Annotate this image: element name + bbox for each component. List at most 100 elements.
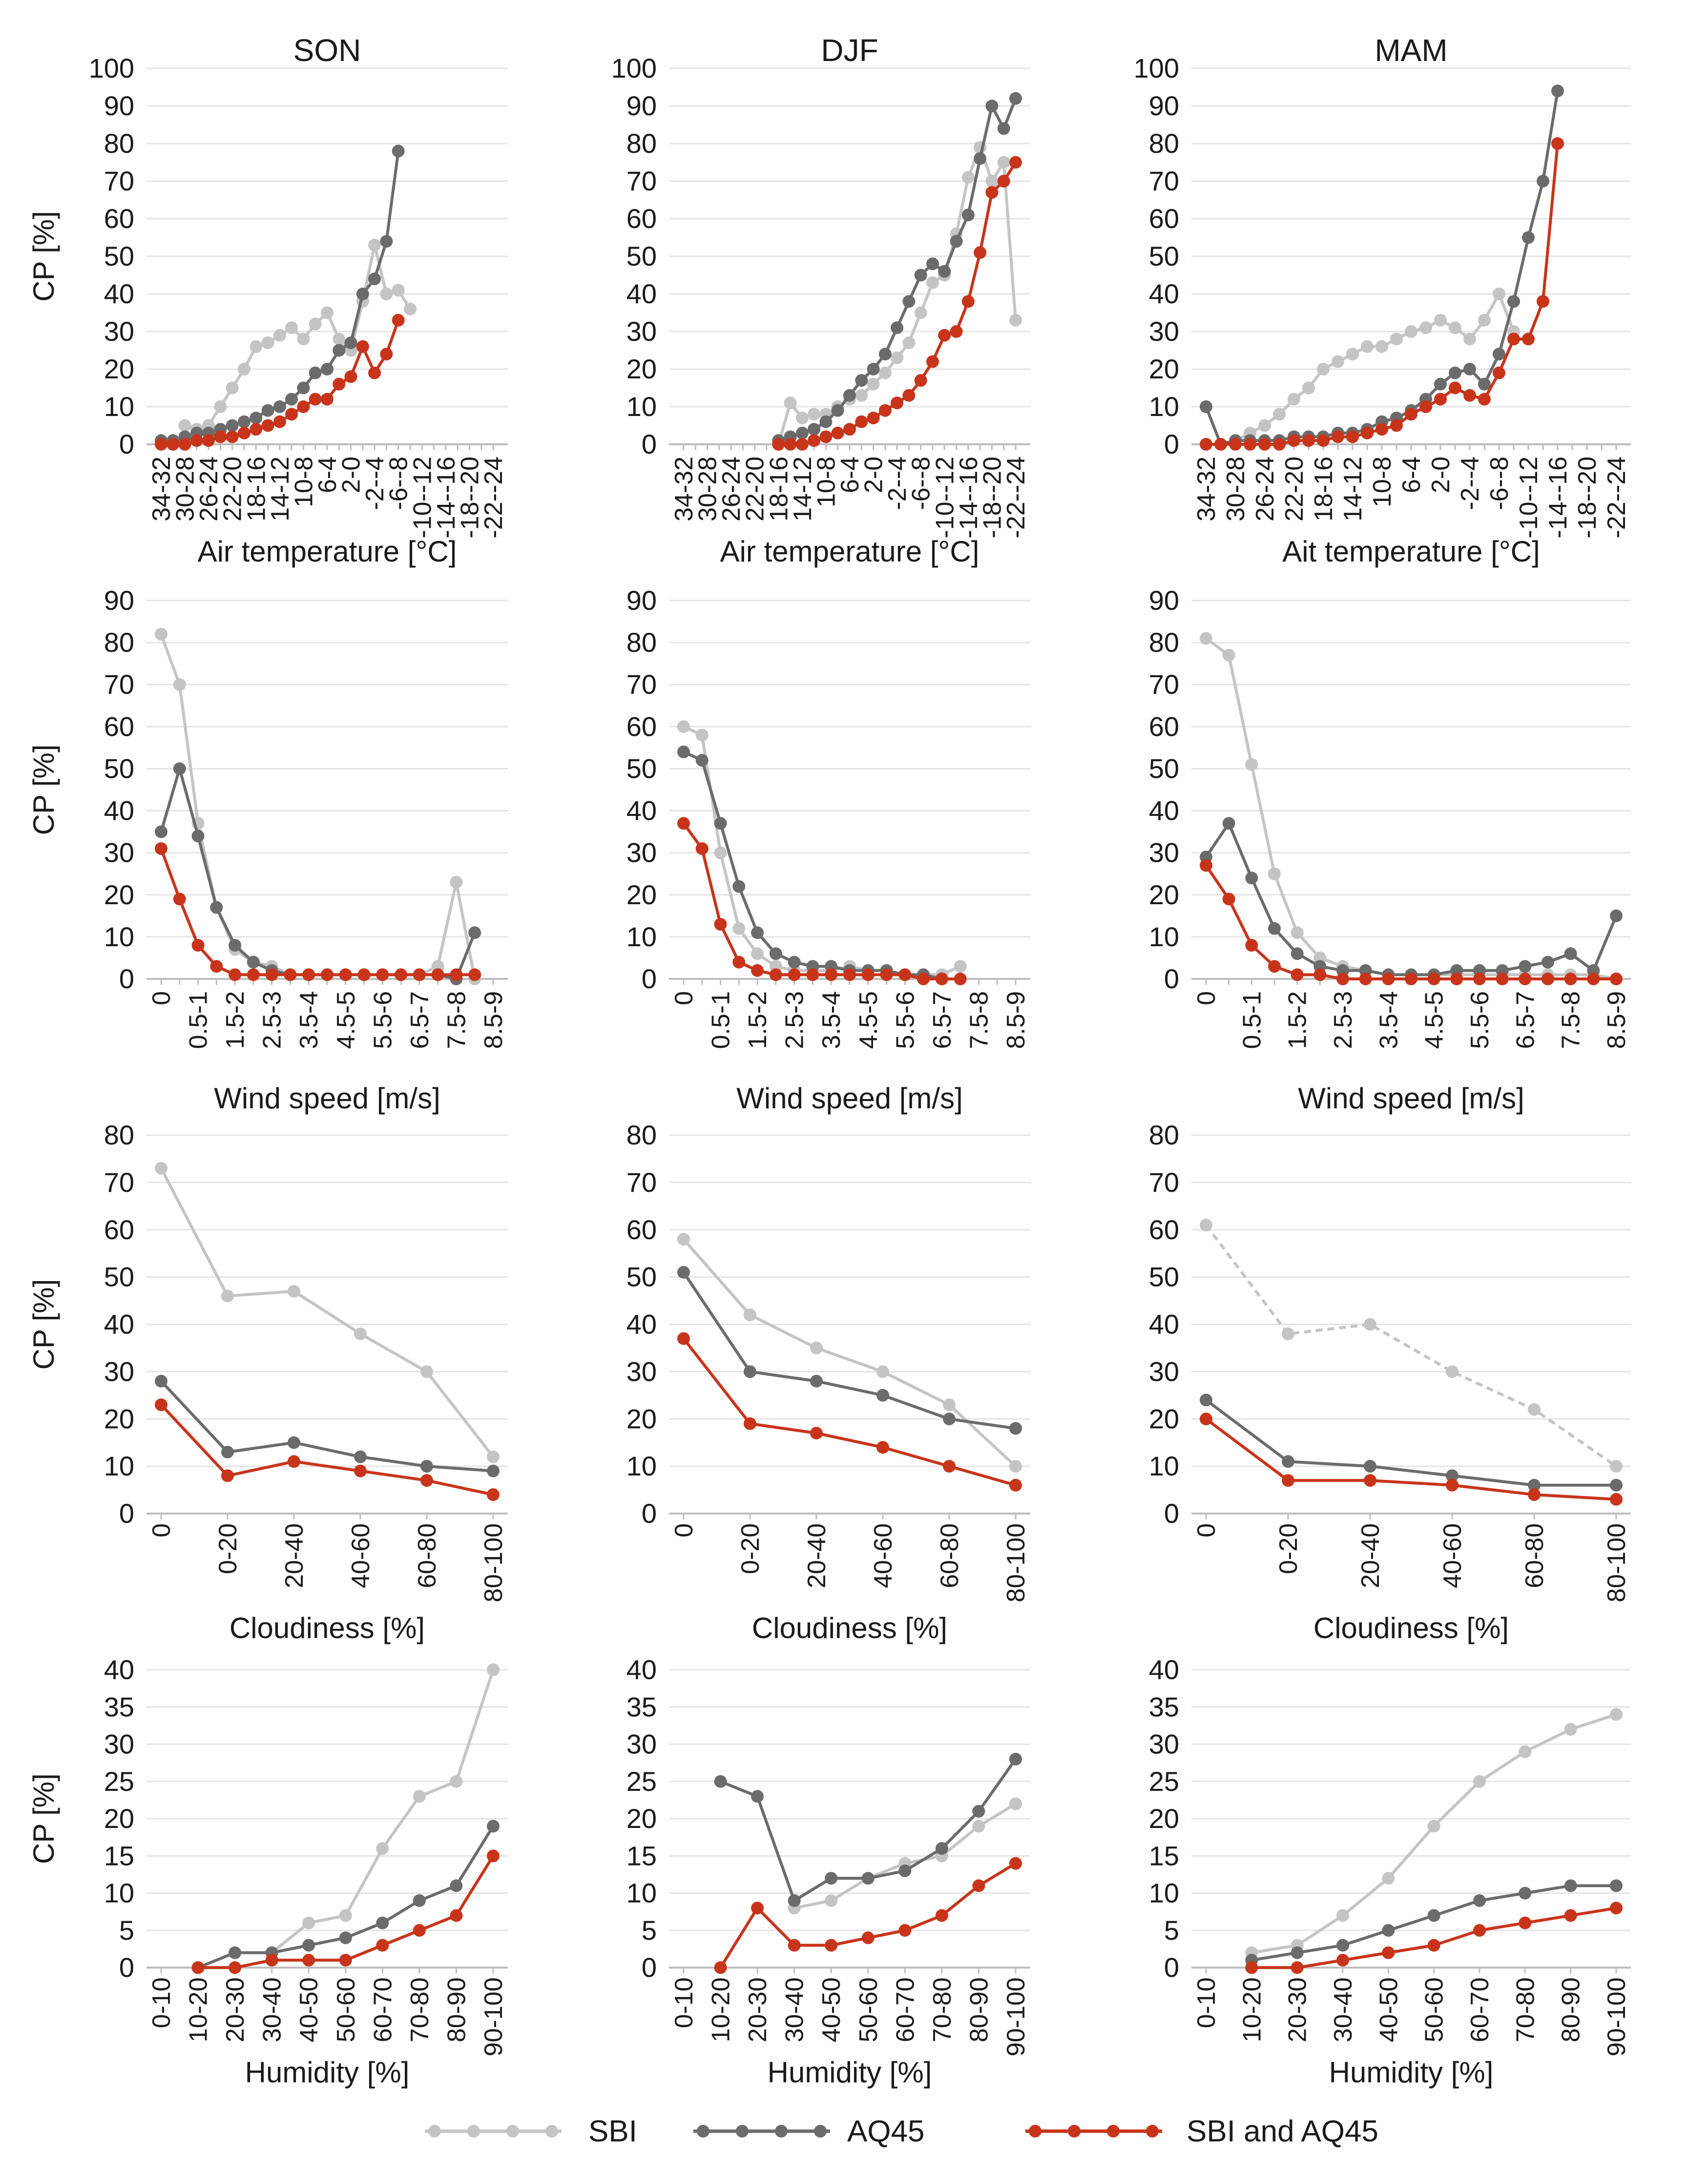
x-tick-label: 50-60 — [1420, 1977, 1449, 2042]
y-tick-label: 20 — [1149, 1803, 1179, 1834]
y-tick-label: 0 — [119, 1498, 134, 1529]
x-tick-label: 70-80 — [1511, 1977, 1540, 2042]
legend-marker-sbi — [506, 2125, 519, 2138]
y-tick-label: 70 — [1149, 669, 1179, 700]
data-point-aq45 — [339, 1931, 352, 1944]
y-tick-label: 40 — [104, 795, 134, 826]
series-aq45 — [1200, 1393, 1623, 1492]
x-tick-label: 7.5-8 — [965, 991, 993, 1049]
data-point-aq45 — [878, 348, 892, 361]
x-tick-label: 14-12 — [789, 457, 817, 521]
data-point-sbi — [972, 1820, 985, 1833]
y-tick-label: 10 — [1149, 921, 1179, 952]
data-point-sbi-and-aq45 — [321, 968, 333, 981]
data-point-sbi-and-aq45 — [250, 423, 263, 436]
data-point-sbi-and-aq45 — [926, 355, 939, 368]
y-tick-label: 0 — [1164, 963, 1179, 994]
data-point-sbi-and-aq45 — [339, 968, 352, 981]
x-tick-label: 26-24 — [195, 457, 223, 521]
data-point-sbi-and-aq45 — [395, 968, 408, 981]
y-tick-label: 50 — [1149, 241, 1179, 271]
x-tick-label: 60-80 — [413, 1523, 441, 1588]
data-point-aq45 — [1610, 1478, 1623, 1492]
data-point-sbi-and-aq45 — [1463, 389, 1476, 402]
legend-marker-sbi-and-aq45 — [1029, 2125, 1041, 2138]
data-point-aq45 — [420, 1460, 433, 1473]
data-point-sbi — [1200, 632, 1212, 645]
x-tick-label: 0-20 — [736, 1523, 765, 1574]
x-tick-label: 30-40 — [258, 1977, 287, 2042]
data-point-sbi — [1463, 332, 1476, 346]
data-point-sbi-and-aq45 — [1336, 1953, 1349, 1967]
data-point-sbi-and-aq45 — [878, 404, 892, 417]
y-tick-label: 0 — [119, 963, 134, 994]
data-point-aq45 — [819, 415, 833, 428]
y-tick-label: 20 — [104, 1803, 134, 1834]
data-point-sbi — [155, 1162, 167, 1175]
x-tick-label: -2--4 — [1456, 457, 1484, 510]
series-sbi-and-aq45 — [155, 1398, 500, 1501]
data-point-sbi — [808, 408, 821, 421]
data-point-aq45 — [891, 321, 904, 334]
data-point-sbi — [732, 922, 746, 935]
y-tick-label: 0 — [642, 1952, 657, 1983]
y-tick-label: 60 — [626, 711, 657, 742]
data-point-sbi-and-aq45 — [985, 186, 999, 199]
y-tick-label: 50 — [626, 241, 657, 271]
y-tick-label: 20 — [1149, 879, 1179, 910]
data-point-sbi — [695, 728, 708, 742]
data-point-sbi-and-aq45 — [1268, 960, 1281, 973]
data-point-aq45 — [926, 257, 939, 270]
data-point-sbi — [285, 321, 298, 334]
data-point-aq45 — [808, 423, 821, 436]
data-point-sbi — [1434, 313, 1447, 327]
data-point-sbi-and-aq45 — [677, 1332, 690, 1345]
series-aq45 — [1200, 84, 1564, 451]
data-point-aq45 — [810, 1374, 823, 1388]
y-tick-label: 15 — [1149, 1840, 1179, 1871]
chart-title: SON — [293, 33, 361, 68]
y-tick-label: 20 — [104, 353, 134, 384]
data-point-sbi-and-aq45 — [1522, 332, 1535, 346]
x-tick-label: 0-10 — [147, 1977, 176, 2028]
data-point-sbi — [404, 302, 417, 315]
x-tick-label: 10-20 — [707, 1977, 735, 2042]
x-tick-label: -14--16 — [1544, 457, 1572, 539]
data-point-sbi — [891, 351, 904, 364]
data-point-sbi — [450, 1775, 463, 1788]
data-point-sbi — [1317, 363, 1330, 375]
y-tick-label: 10 — [626, 391, 657, 422]
y-tick-label: 10 — [626, 921, 657, 952]
data-point-aq45 — [1478, 377, 1491, 391]
data-point-sbi — [376, 1842, 389, 1855]
x-tick-label: 10-8 — [1368, 457, 1396, 507]
chart-panel-11: 0 5 10 15 20 25 30 35 40 0-10 10-20 20-30 30-40 40-50… — [626, 1654, 1030, 2089]
y-tick-label: 40 — [104, 278, 134, 309]
y-tick-label: 40 — [104, 1654, 134, 1685]
data-point-sbi-and-aq45 — [229, 968, 242, 981]
y-tick-label: 30 — [104, 1729, 134, 1760]
data-point-aq45 — [261, 404, 274, 417]
data-point-aq45 — [155, 1374, 167, 1388]
data-point-sbi — [1382, 1872, 1395, 1885]
data-point-sbi-and-aq45 — [285, 408, 298, 421]
x-tick-label: 2-0 — [860, 457, 888, 493]
y-tick-label: 30 — [1149, 1356, 1179, 1387]
data-point-sbi-and-aq45 — [178, 438, 191, 451]
y-tick-label: 40 — [1149, 1654, 1179, 1685]
legend-marker-sbi-and-aq45 — [1146, 2125, 1159, 2138]
x-tick-label: 90-100 — [1002, 1977, 1030, 2056]
data-point-sbi-and-aq45 — [917, 973, 930, 985]
y-tick-label: 70 — [104, 669, 134, 700]
data-point-aq45 — [1610, 1879, 1623, 1892]
x-tick-label: 60-70 — [891, 1977, 919, 2042]
data-point-aq45 — [173, 762, 186, 775]
data-point-sbi-and-aq45 — [1200, 859, 1212, 872]
data-point-aq45 — [191, 830, 205, 843]
x-tick-label: 6.5-7 — [928, 991, 957, 1049]
data-point-sbi-and-aq45 — [333, 377, 346, 391]
y-tick-label: 40 — [626, 795, 657, 826]
data-point-sbi-and-aq45 — [677, 817, 690, 830]
data-point-sbi — [961, 171, 975, 184]
chart-panel-6: 0 10 20 30 40 50 60 70 80 90 0 0.5-1 1.5-2 2.5-3 3.5-4… — [1149, 585, 1631, 1115]
